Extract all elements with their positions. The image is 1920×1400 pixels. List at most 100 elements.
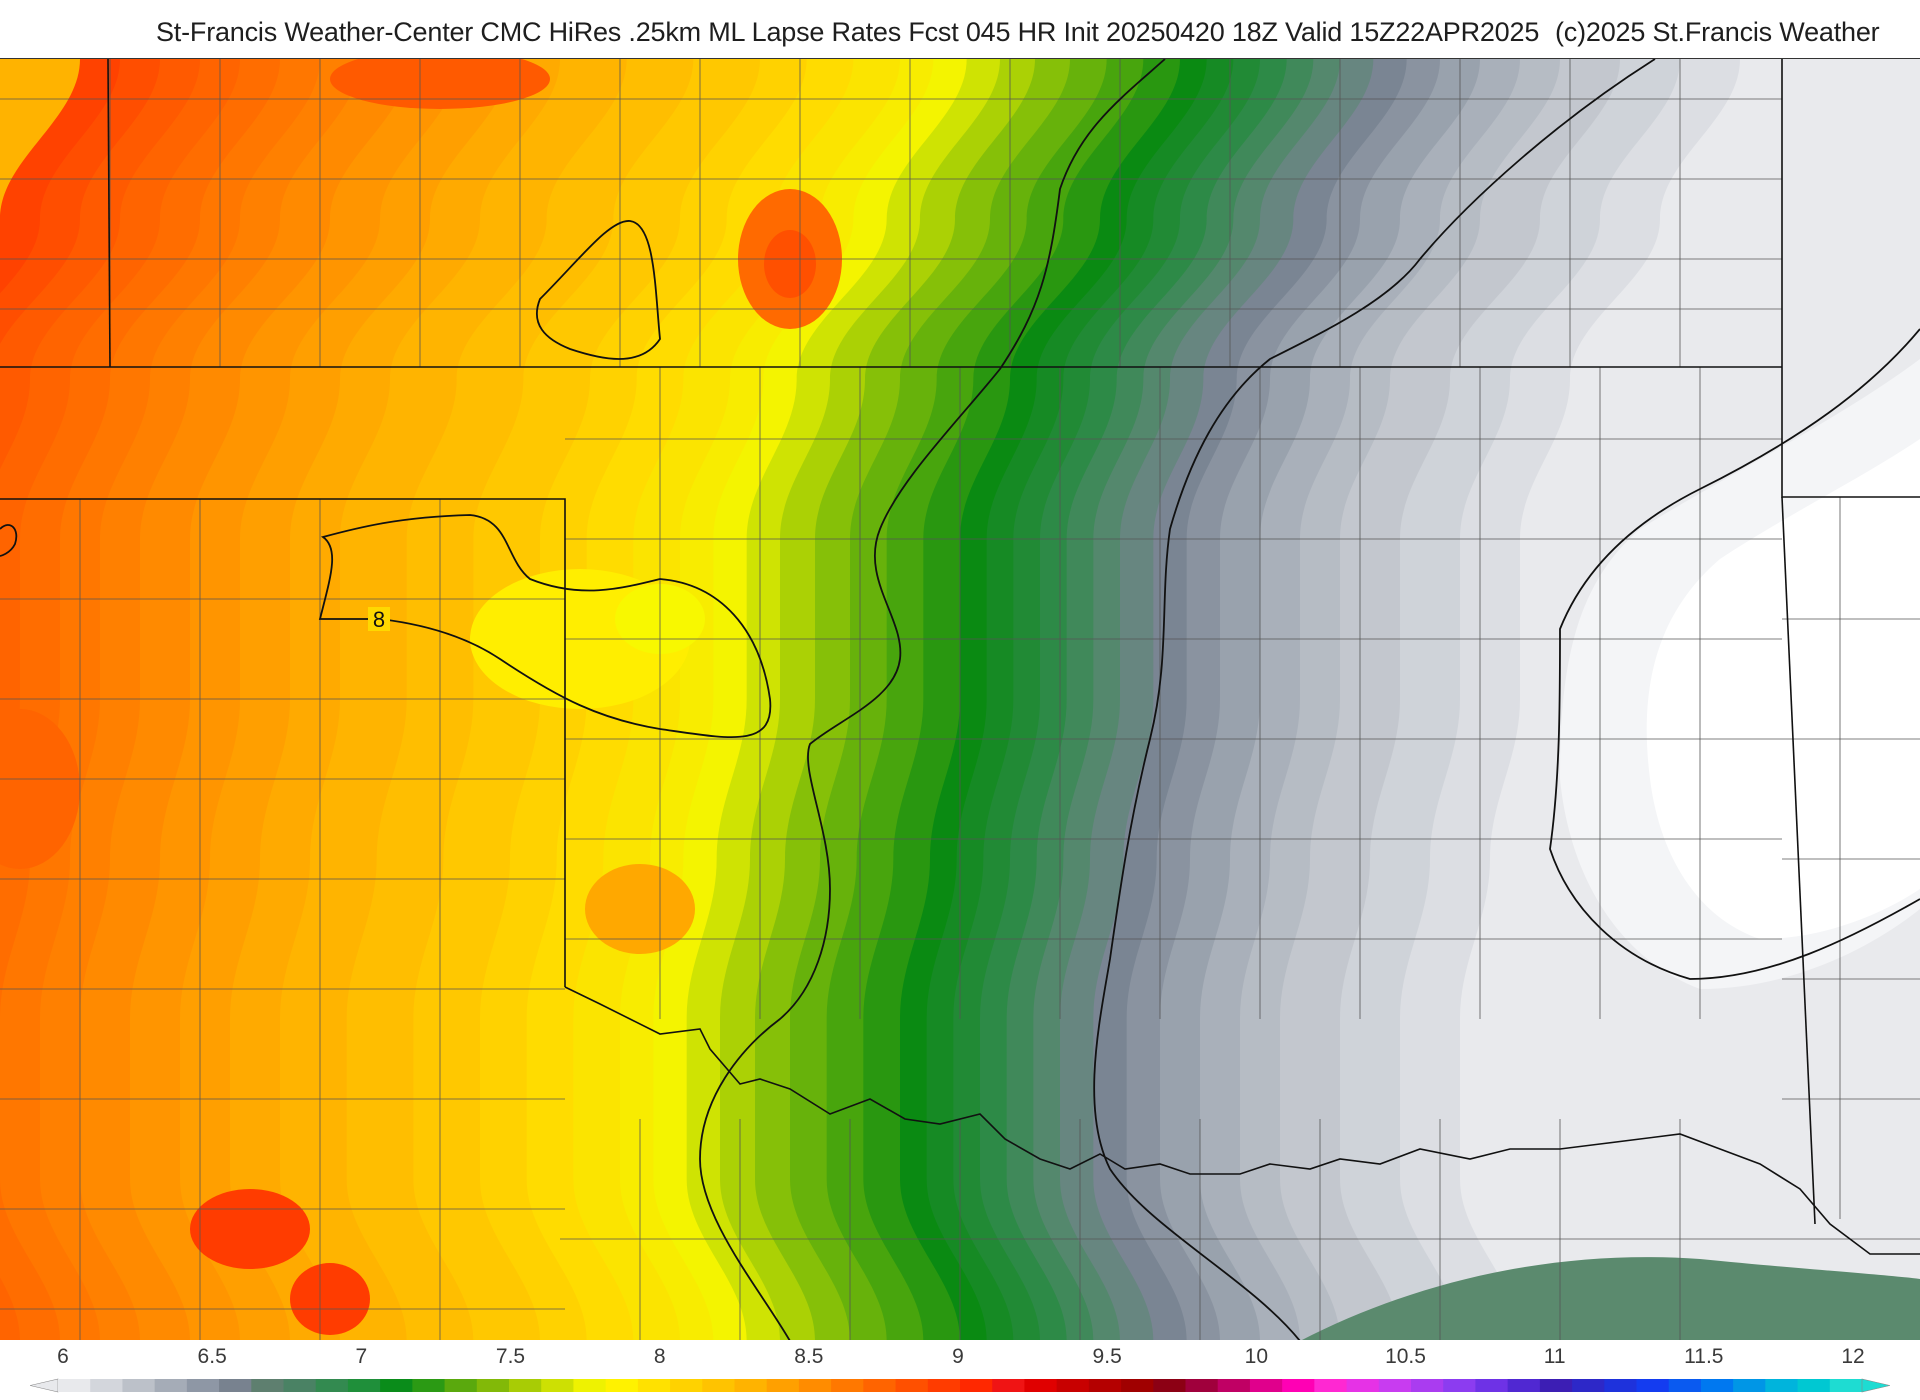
colorbar-min-arrow xyxy=(30,1378,59,1393)
colorbar-swatch xyxy=(1411,1379,1444,1392)
legend-tick-label: 11.5 xyxy=(1684,1345,1724,1368)
contour-9 xyxy=(1093,59,1656,1341)
colorbar-swatch xyxy=(90,1379,124,1392)
colorbar-swatch xyxy=(1185,1379,1219,1392)
colorbar-max-arrow xyxy=(1861,1378,1890,1393)
colorbar-swatch xyxy=(219,1379,252,1392)
state-boundaries xyxy=(0,59,1920,1255)
county-state-boundaries xyxy=(0,59,1920,1341)
warm-blob xyxy=(764,230,816,298)
map-canvas: 8 xyxy=(0,59,1920,1341)
colorbar-swatch xyxy=(895,1379,929,1392)
copyright-credit: (c)2025 St.Francis Weather xyxy=(1555,17,1880,47)
colorbar-swatch xyxy=(1733,1379,1766,1392)
contour-10 xyxy=(1549,328,1920,980)
state-line xyxy=(1781,496,1816,1225)
colorbar-swatch xyxy=(831,1379,864,1392)
colorbar-swatch xyxy=(444,1379,478,1392)
contour-label: 8 xyxy=(373,607,385,632)
colorbar-swatch xyxy=(1829,1379,1863,1392)
lapse-rate-contours xyxy=(0,59,1920,1341)
colorbar-swatch xyxy=(541,1379,575,1392)
colorbar-swatch xyxy=(412,1379,446,1392)
contour-8-closed xyxy=(535,220,661,360)
legend-tick-label: 8.5 xyxy=(794,1345,824,1368)
colorbar-swatch xyxy=(1024,1379,1058,1392)
warm-blob xyxy=(190,1189,310,1269)
map-title: St-Francis Weather-Center CMC HiRes .25k… xyxy=(156,17,1540,47)
colorbar-swatch xyxy=(1346,1379,1380,1392)
red-river-boundary xyxy=(564,986,1920,1255)
warm-blob xyxy=(585,864,695,954)
warm-blob xyxy=(330,59,550,109)
colorbar xyxy=(30,1378,1890,1393)
colorbar-swatch xyxy=(1443,1379,1477,1392)
title-bar: St-Francis Weather-Center CMC HiRes .25k… xyxy=(0,0,1920,58)
colorbar-swatch xyxy=(347,1379,381,1392)
colorbar-swatch xyxy=(1668,1379,1702,1392)
colorbar-swatch xyxy=(1249,1379,1283,1392)
legend-tick-label: 10 xyxy=(1244,1345,1269,1368)
contour-label-bg xyxy=(368,607,390,631)
contour-8-closed xyxy=(318,514,772,739)
field-band xyxy=(1300,1257,1920,1341)
colorbar-swatch xyxy=(1636,1379,1670,1392)
lapse-rate-field xyxy=(0,59,1920,1341)
colorbar-swatch xyxy=(1797,1379,1831,1392)
colorbar-swatch xyxy=(927,1379,961,1392)
colorbar-swatch xyxy=(960,1379,993,1392)
colorbar-swatch xyxy=(1765,1379,1799,1392)
colorbar-swatch xyxy=(670,1379,703,1392)
colorbar-swatch xyxy=(1153,1379,1187,1392)
state-line xyxy=(0,498,566,987)
colorbar-swatch xyxy=(1604,1379,1638,1392)
colorbar-swatch xyxy=(380,1379,413,1392)
colorbar-swatch xyxy=(476,1379,510,1392)
colorbar-swatch xyxy=(186,1379,220,1392)
colorbar-swatch xyxy=(58,1379,91,1392)
colorbar-swatch xyxy=(798,1379,832,1392)
colorbar-swatch xyxy=(637,1379,671,1392)
legend-tick-label: 6.5 xyxy=(197,1345,227,1368)
legend-tick-label: 6 xyxy=(57,1345,69,1368)
colorbar-swatch xyxy=(573,1379,607,1392)
colorbar-swatch xyxy=(1121,1379,1154,1392)
colorbar-swatch xyxy=(1056,1379,1090,1392)
legend-tick-label: 8 xyxy=(653,1345,666,1368)
colorbar-swatch xyxy=(122,1379,156,1392)
legend-tick-label: 9 xyxy=(952,1345,964,1368)
contour-label-group: 8 xyxy=(368,607,390,632)
color-legend: 6 6.5 7 7.5 8 8.5 9 9.5 10 10.5 11 11.5 12 xyxy=(0,1340,1920,1400)
colorbar-swatch xyxy=(1507,1379,1541,1392)
lapse-rate-map: 8 xyxy=(0,58,1920,1342)
colorbar-swatch xyxy=(251,1379,285,1392)
colorbar-swatch xyxy=(1378,1379,1412,1392)
colorbar-swatch xyxy=(283,1379,317,1392)
colorbar-swatch xyxy=(154,1379,188,1392)
field-band xyxy=(1646,439,1920,939)
legend-tick-label: 12 xyxy=(1841,1345,1865,1368)
legend-tick-label: 9.5 xyxy=(1092,1345,1122,1368)
colorbar-swatch xyxy=(1282,1379,1315,1392)
colorbar-swatch xyxy=(1572,1379,1605,1392)
warm-blob xyxy=(290,1263,370,1335)
colorbar-swatch xyxy=(1088,1379,1122,1392)
colorbar-swatch xyxy=(992,1379,1026,1392)
colorbar-swatch xyxy=(766,1379,800,1392)
warm-blob xyxy=(0,709,80,869)
legend-tick-label: 7 xyxy=(355,1345,368,1368)
colorbar-swatch xyxy=(863,1379,897,1392)
colorbar-swatch xyxy=(1475,1379,1509,1392)
contour-edge xyxy=(0,524,18,557)
colorbar-swatch xyxy=(1539,1379,1573,1392)
colorbar-swatch xyxy=(1314,1379,1348,1392)
colorbar-swatch xyxy=(1700,1379,1734,1392)
colorbar-swatch xyxy=(315,1379,349,1392)
legend-tick-label: 11 xyxy=(1543,1345,1566,1368)
colorbar-swatch xyxy=(1217,1379,1251,1392)
colorbar-swatch xyxy=(509,1379,542,1392)
contour-8 xyxy=(699,59,1166,1341)
legend-tick-label: 10.5 xyxy=(1385,1345,1426,1368)
colorbar-swatch xyxy=(605,1379,639,1392)
state-line xyxy=(107,59,111,368)
